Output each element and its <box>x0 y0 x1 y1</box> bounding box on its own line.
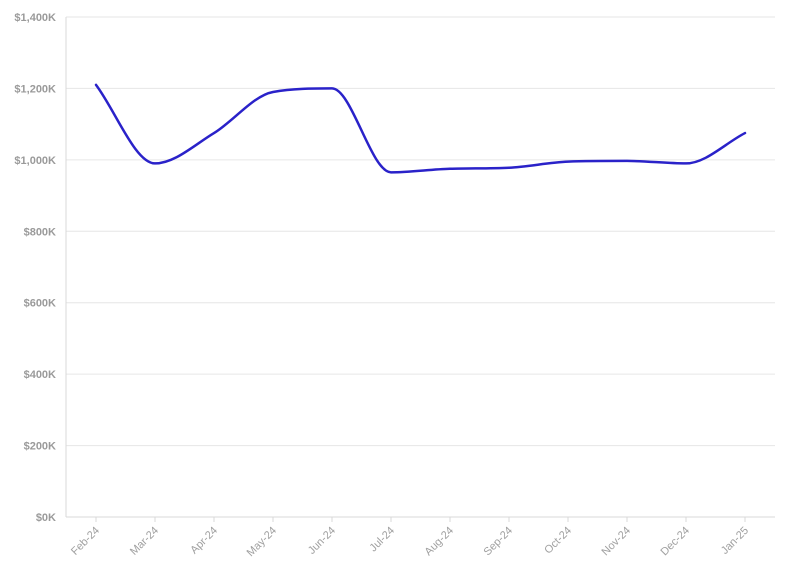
x-tick-label: Oct-24 <box>542 525 574 557</box>
data-point <box>212 131 217 136</box>
y-tick-label: $800K <box>24 226 56 238</box>
data-point <box>684 161 689 166</box>
x-axis-tick-labels: Feb-24 Mar-24 Apr-24 May-24 Jun-24 Jul-24 Aug-… <box>69 525 751 559</box>
data-point <box>330 86 335 91</box>
x-tick-label: Apr-24 <box>188 525 220 557</box>
axes <box>65 17 775 522</box>
data-point <box>566 159 571 164</box>
x-tick-label: Nov-24 <box>600 525 634 559</box>
y-tick-label: $1,000K <box>14 155 56 167</box>
x-tick-label: Dec-24 <box>659 525 693 559</box>
data-point <box>507 165 512 170</box>
x-tick-label: Jul-24 <box>367 525 397 555</box>
series-line <box>94 83 747 174</box>
y-tick-label: $1,400K <box>14 12 56 24</box>
data-point <box>153 161 158 166</box>
y-tick-label: $600K <box>24 298 56 310</box>
y-tick-label: $400K <box>24 369 56 381</box>
y-tick-label: $0K <box>36 512 56 524</box>
x-tick-label: Sep-24 <box>482 525 516 559</box>
data-point <box>448 166 453 171</box>
data-point <box>94 82 99 87</box>
data-point <box>389 170 394 175</box>
y-axis-tick-labels: $0K $200K $400K $600K $800K $1,000K $1,200K $1,… <box>14 12 56 524</box>
data-point <box>625 158 630 163</box>
x-tick-label: Mar-24 <box>128 525 161 558</box>
x-tick-label: Aug-24 <box>423 525 457 559</box>
data-point <box>271 90 276 95</box>
gridlines <box>66 16 775 447</box>
y-tick-label: $1,200K <box>14 83 56 95</box>
x-tick-label: Feb-24 <box>69 525 102 558</box>
x-tick-label: May-24 <box>245 525 279 559</box>
series-layer <box>94 82 748 175</box>
x-tick-label: Jan-25 <box>719 525 751 557</box>
data-point <box>743 131 748 136</box>
y-tick-label: $200K <box>24 441 56 453</box>
x-tick-label: Jun-24 <box>306 525 338 557</box>
